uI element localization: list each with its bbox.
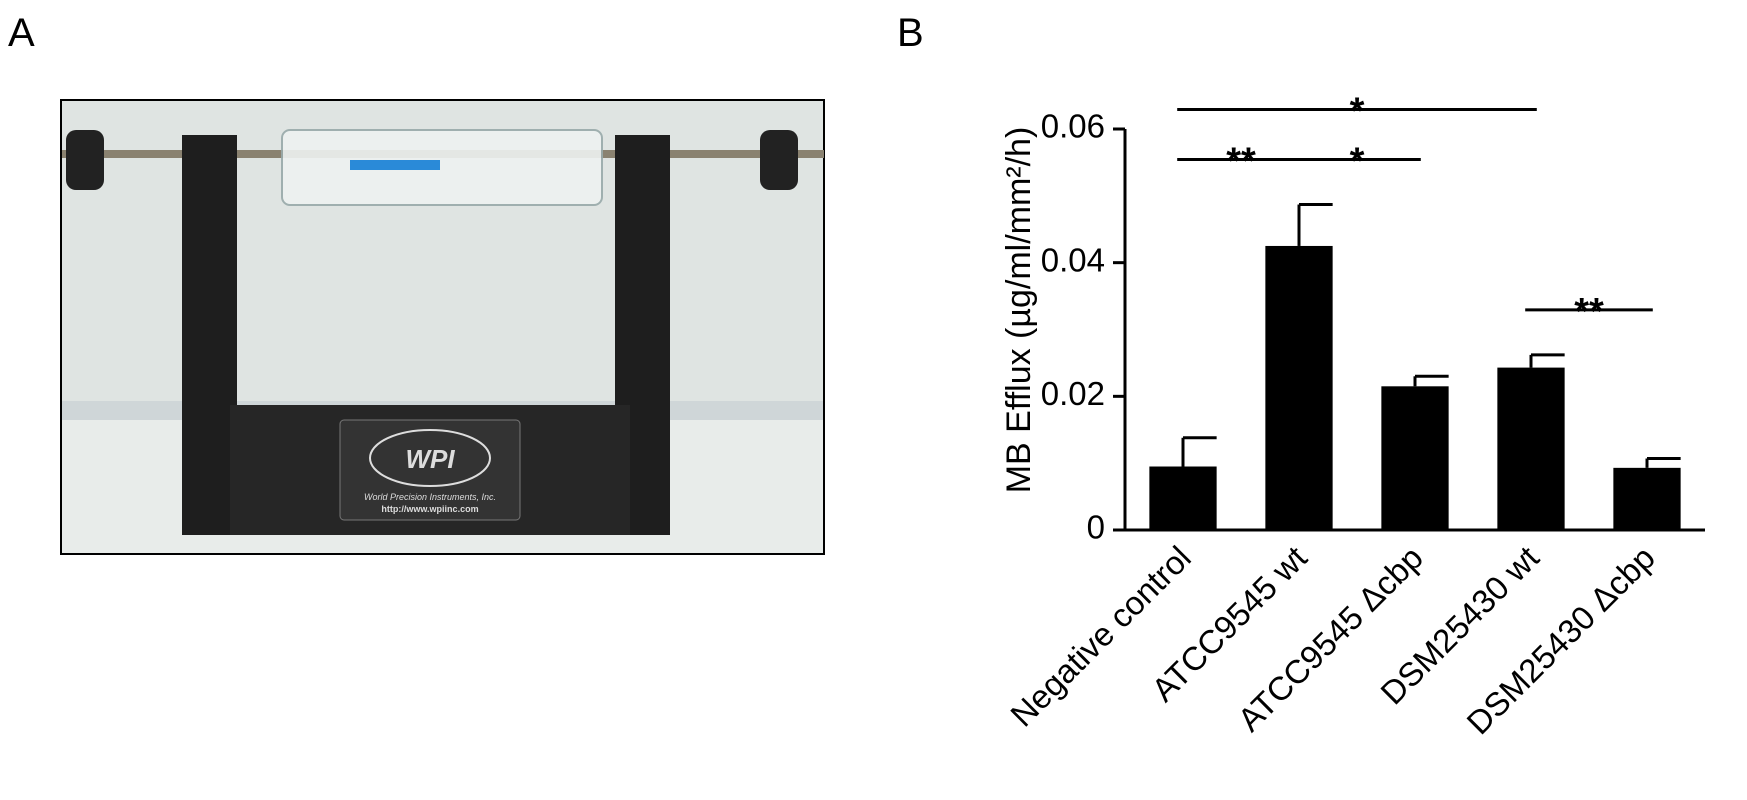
photo-knob — [760, 130, 798, 190]
y-tick-label: 0.06 — [1041, 108, 1105, 145]
photo: WPI World Precision Instruments, Inc. ht… — [60, 99, 825, 555]
bar — [1497, 367, 1565, 530]
y-tick-label: 0.02 — [1041, 375, 1105, 412]
y-tick-label: 0.04 — [1041, 241, 1105, 278]
photo-logo — [369, 429, 491, 487]
photo-chamber — [281, 129, 603, 206]
photo-caption: World Precision Instruments, Inc. — [364, 492, 496, 502]
photo-caption: http://www.wpiinc.com — [381, 504, 478, 514]
significance-label: * — [1350, 141, 1365, 183]
panel-label: B — [897, 11, 924, 55]
bar — [1381, 386, 1449, 530]
photo-knob — [66, 130, 104, 190]
y-tick-label: 0 — [1087, 509, 1105, 546]
photo-logo-text: WPI — [405, 444, 455, 474]
bar — [1265, 245, 1333, 531]
significance-label: ** — [1574, 291, 1604, 333]
bar — [1613, 467, 1681, 530]
significance-label: * — [1350, 91, 1365, 133]
significance-label: ** — [1226, 141, 1256, 183]
photo-stand — [182, 135, 237, 535]
bar — [1149, 466, 1217, 530]
panel-label: A — [8, 11, 35, 55]
photo-dye — [350, 160, 440, 170]
y-axis-label: MB Efflux (µg/ml/mm²/h) — [1000, 127, 1038, 494]
photo-logo-plate — [339, 419, 521, 521]
